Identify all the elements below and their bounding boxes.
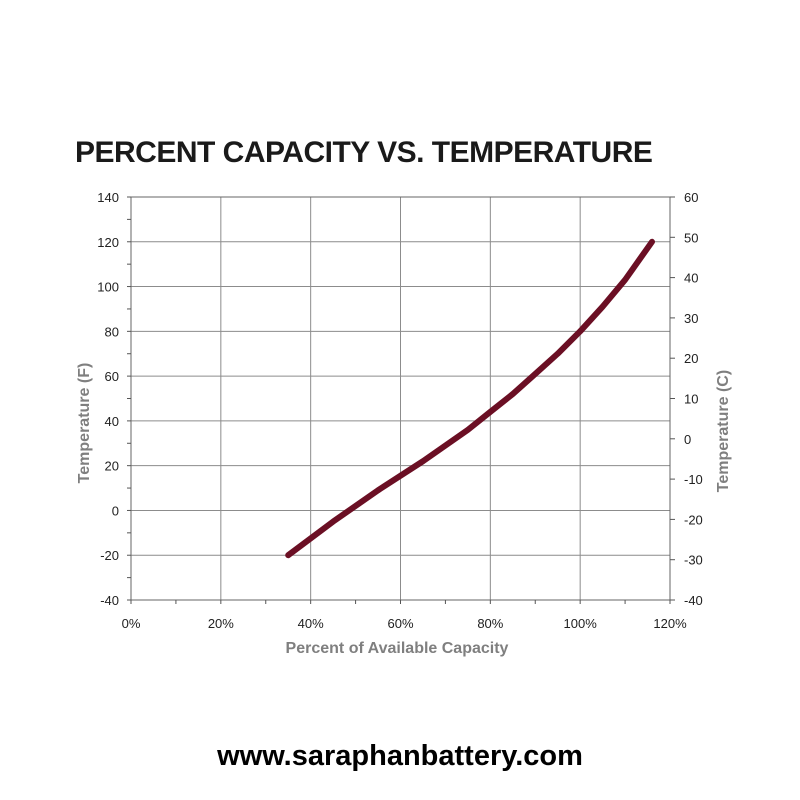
y-tick-label: 20: [105, 459, 119, 474]
x-tick-label: 20%: [208, 616, 234, 631]
y-tick-label: -20: [100, 548, 119, 563]
x-tick-label: 40%: [298, 616, 324, 631]
y2-tick-label: 40: [684, 271, 698, 286]
y-axis-title: Temperature (F): [76, 363, 93, 484]
y2-tick-label: 10: [684, 392, 698, 407]
y2-tick-label: 0: [684, 432, 691, 447]
y-tick-label: 0: [112, 503, 119, 518]
capacity-line: [285, 238, 655, 559]
x-axis-title: Percent of Available Capacity: [286, 640, 509, 657]
y-tick-label: -40: [100, 593, 119, 608]
y2-tick-label: 20: [684, 351, 698, 366]
y-tick-label: 60: [105, 369, 119, 384]
y2-tick-label: -20: [684, 512, 703, 527]
x-tick-labels: 0% 20% 40% 60% 80% 100% 120%: [122, 616, 687, 631]
y2-tick-label: 30: [684, 311, 698, 326]
y2-axis-title: Temperature (C): [715, 370, 732, 492]
y-tick-label: 120: [97, 235, 119, 250]
series-group: [285, 238, 655, 559]
x-tick-label: 80%: [477, 616, 503, 631]
x-tick-label: 100%: [564, 616, 598, 631]
chart-title: PERCENT CAPACITY VS. TEMPERATURE: [75, 136, 653, 169]
x-tick-label: 120%: [653, 616, 687, 631]
y2-tick-label: -10: [684, 472, 703, 487]
y-tick-label: 100: [97, 280, 119, 295]
y2-tick-label: -40: [684, 593, 703, 608]
x-tick-label: 60%: [387, 616, 413, 631]
y-tick-label: 40: [105, 414, 119, 429]
minor-ticks: [127, 196, 675, 604]
y-tick-label: 80: [105, 324, 119, 339]
grid-lines: [131, 197, 670, 600]
y-tick-label: 140: [97, 190, 119, 205]
website-footer: www.saraphanbattery.com: [217, 740, 583, 772]
y2-tick-label: 50: [684, 230, 698, 245]
y2-tick-label: -30: [684, 553, 703, 568]
y2-tick-labels: -40 -30 -20 -10 0 10 20 30 40 50 60: [684, 190, 703, 608]
y-tick-labels: -40 -20 0 20 40 60 80 100 120 140: [97, 190, 119, 608]
x-tick-label: 0%: [122, 616, 141, 631]
y2-tick-label: 60: [684, 190, 698, 205]
